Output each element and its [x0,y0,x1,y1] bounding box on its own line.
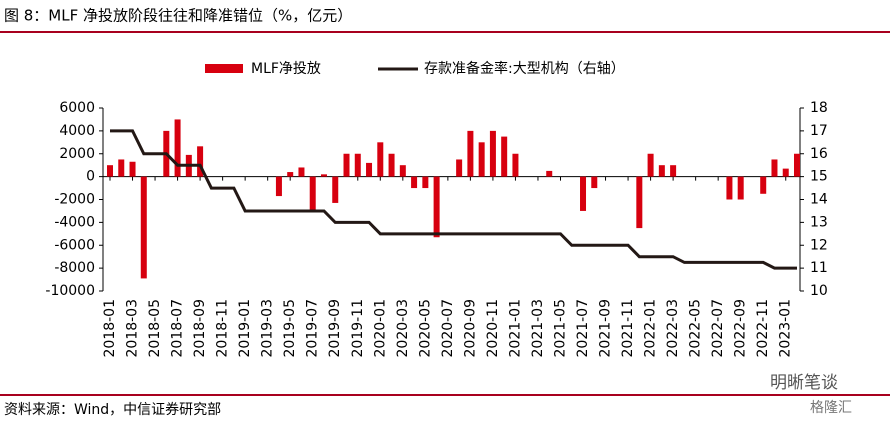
bar [794,153,800,177]
y-tick-label: -4000 [54,214,95,230]
y-tick-label: 2000 [59,146,95,162]
bar [140,176,147,279]
y-tick-label: 0 [86,169,95,185]
x-tick-label: 2018-07 [170,299,186,358]
x-tick-label: 2022-11 [755,299,771,358]
y-tick-label: -2000 [54,192,95,208]
legend-label: MLF净投放 [251,61,321,77]
x-tick-label: 2018-09 [192,299,208,358]
y2-tick-label: 16 [810,146,828,162]
x-tick-label: 2020-09 [462,299,478,358]
x-tick-label: 2020-03 [395,299,411,358]
x-tick-label: 2021-01 [507,299,523,358]
bar [422,176,429,189]
x-tick-label: 2019-09 [327,299,343,358]
bar [287,172,294,177]
bar [647,153,654,177]
bar [354,153,361,177]
bar [737,176,744,200]
y-tick-label: 6000 [59,100,95,116]
bar [467,130,474,177]
x-tick-label: 2018-11 [215,299,231,358]
bar [782,168,789,177]
x-tick-label: 2020-07 [440,299,456,358]
bar [456,159,463,177]
bar [399,165,406,177]
x-tick-label: 2022-09 [733,299,749,358]
x-tick-label: 2018-05 [147,299,163,358]
chart-title: 图 8：MLF 净投放阶段往往和降准错位（%，亿元） [4,7,352,25]
x-tick-label: 2020-01 [372,299,388,358]
x-tick-label: 2021-05 [552,299,568,358]
bar [760,176,767,194]
y-tick-label: -8000 [54,260,95,276]
x-tick-label: 2021-11 [620,299,636,358]
bar [320,174,327,177]
y2-tick-label: 10 [810,283,828,299]
bar [309,176,316,211]
y2-tick-label: 17 [810,123,828,139]
x-tick-label: 2019-11 [350,299,366,358]
x-tick-label: 2018-01 [102,299,118,358]
bar [343,153,350,177]
bar [771,159,778,177]
x-tick-label: 2021-09 [598,299,614,358]
x-tick-label: 2019-07 [305,299,321,358]
y2-tick-label: 11 [810,260,828,276]
bar [670,165,677,177]
y2-tick-label: 18 [810,100,828,116]
bar [658,165,665,177]
x-tick-label: 2021-07 [575,299,591,358]
x-tick-label: 2019-03 [260,299,276,358]
bar [118,159,125,177]
x-tick-label: 2022-03 [665,299,681,358]
legend-label: 存款准备金率:大型机构（右轴） [424,60,625,77]
bar [411,176,418,189]
x-tick-label: 2020-11 [485,299,501,358]
x-tick-label: 2020-05 [417,299,433,358]
source: 资料来源：Wind，中信证券研究部 [4,402,221,418]
watermark: 明晰笔谈 [770,373,838,393]
watermark: 格隆汇 [810,400,852,416]
bar [489,130,496,177]
y2-tick-label: 15 [810,169,828,185]
x-tick-label: 2022-07 [710,299,726,358]
bar [546,170,553,177]
bar [332,176,339,203]
x-tick-label: 2019-05 [282,299,298,358]
bar [636,176,643,229]
bar [298,167,305,177]
bar [512,153,519,177]
bar [197,146,204,177]
y2-tick-label: 14 [810,192,828,208]
bar [478,142,485,177]
x-tick-label: 2022-05 [688,299,704,358]
bar [580,176,587,211]
x-tick-label: 2018-03 [125,299,141,358]
x-tick-label: 2023-01 [778,299,794,358]
bar [377,142,384,177]
bar [275,176,282,197]
bar [591,176,598,189]
bar [388,153,395,177]
x-tick-label: 2021-03 [530,299,546,358]
legend-swatch [205,64,243,73]
bar [501,136,508,177]
bar [107,165,113,177]
y2-tick-label: 13 [810,214,828,230]
bar [366,162,373,177]
y2-tick-label: 12 [810,237,828,253]
line [110,129,797,270]
x-tick-label: 2022-01 [643,299,659,358]
y-tick-label: -6000 [54,237,95,253]
bar [174,119,181,177]
y-tick-label: 4000 [59,123,95,139]
x-tick-label: 2019-01 [237,299,253,358]
bar [129,161,136,177]
bar [726,176,733,200]
bar [433,176,440,238]
y-tick-label: -10000 [45,283,95,299]
